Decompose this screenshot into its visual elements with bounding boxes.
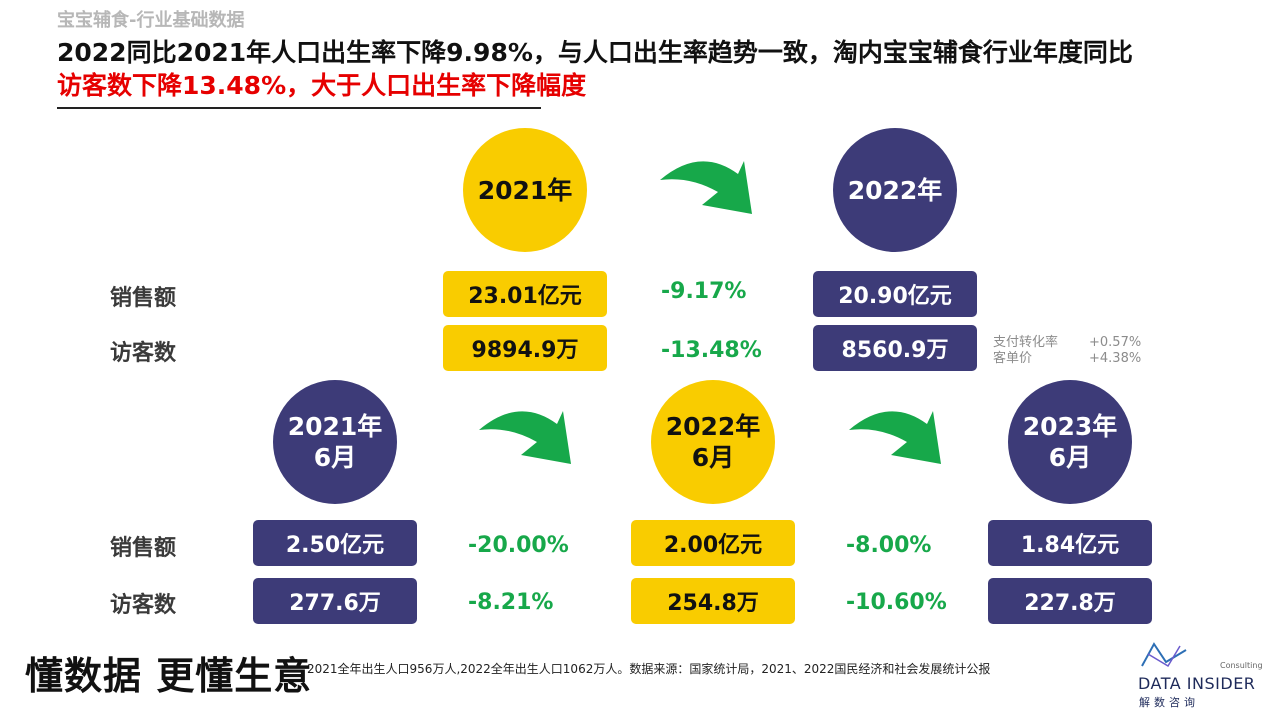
june-2022-month: 6月 bbox=[691, 443, 735, 472]
visitors-2022-value: 8560.9万 bbox=[813, 325, 977, 371]
june-2021-circle: 2021年 6月 bbox=[273, 380, 397, 504]
june-sales-change-2022: -20.00% bbox=[468, 533, 569, 558]
arrow-right-icon bbox=[849, 411, 941, 464]
june-2021-year: 2021年 bbox=[287, 412, 383, 441]
side-metric-label-avg-price: 客单价 bbox=[993, 351, 1033, 366]
june-2022-year: 2022年 bbox=[665, 412, 761, 441]
arrow-right-icon bbox=[479, 411, 571, 464]
june-visitors-change-2023: -10.60% bbox=[846, 590, 947, 615]
year-2022-label: 2022年 bbox=[847, 175, 943, 205]
june-2023-month: 6月 bbox=[1048, 443, 1092, 472]
visitors-annual-change: -13.48% bbox=[661, 338, 762, 363]
june-2023-circle: 2023年 6月 bbox=[1008, 380, 1132, 504]
data-insider-logo: Consulting DATA INSIDER 解数咨询 bbox=[1136, 638, 1266, 718]
june-2022-circle: 2022年 6月 bbox=[651, 380, 775, 504]
june-row-label-sales: 销售额 bbox=[110, 536, 177, 561]
headline-underline bbox=[57, 107, 541, 109]
june-2022-sales-value: 2.00亿元 bbox=[631, 520, 795, 566]
brand-slogan: 懂数据 更懂生意 bbox=[25, 654, 313, 698]
arrow-right-icon bbox=[660, 161, 752, 214]
june-2023-sales-value: 1.84亿元 bbox=[988, 520, 1152, 566]
year-2022-circle: 2022年 bbox=[833, 128, 957, 252]
sales-annual-change: -9.17% bbox=[661, 279, 747, 304]
june-2022-visitors-value: 254.8万 bbox=[631, 578, 795, 624]
data-source-note: 2021全年出生人口956万人,2022全年出生人口1062万人。数据来源：国家… bbox=[307, 662, 991, 676]
side-metric-value-avg-price: +4.38% bbox=[1089, 351, 1142, 366]
logo-chinese-text: 解数咨询 bbox=[1139, 696, 1199, 709]
june-sales-change-2023: -8.00% bbox=[846, 533, 932, 558]
year-2021-label: 2021年 bbox=[477, 175, 573, 205]
june-row-label-visitors: 访客数 bbox=[110, 593, 177, 618]
june-visitors-change-2022: -8.21% bbox=[468, 590, 554, 615]
headline-line-1: 2022同比2021年人口出生率下降9.98%，与人口出生率趋势一致，淘内宝宝辅… bbox=[57, 38, 1133, 67]
june-2021-sales-value: 2.50亿元 bbox=[253, 520, 417, 566]
june-2021-month: 6月 bbox=[313, 443, 357, 472]
logo-mark-icon bbox=[1141, 642, 1187, 668]
year-2021-circle: 2021年 bbox=[463, 128, 587, 252]
headline-line-2-highlight: 访客数下降13.48%，大于人口出生率下降幅度 bbox=[57, 71, 587, 100]
side-metric-label-conversion: 支付转化率 bbox=[993, 335, 1059, 350]
row-label-visitors: 访客数 bbox=[110, 341, 177, 366]
sales-2021-value: 23.01亿元 bbox=[443, 271, 607, 317]
section-kicker: 宝宝辅食-行业基础数据 bbox=[57, 10, 245, 31]
june-2023-visitors-value: 227.8万 bbox=[988, 578, 1152, 624]
side-metric-value-conversion: +0.57% bbox=[1089, 335, 1142, 350]
june-2023-year: 2023年 bbox=[1022, 412, 1118, 441]
sales-2022-value: 20.90亿元 bbox=[813, 271, 977, 317]
logo-name-text: DATA INSIDER bbox=[1138, 674, 1256, 693]
row-label-sales: 销售额 bbox=[110, 286, 177, 311]
june-2021-visitors-value: 277.6万 bbox=[253, 578, 417, 624]
visitors-2021-value: 9894.9万 bbox=[443, 325, 607, 371]
page-headline: 2022同比2021年人口出生率下降9.98%，与人口出生率趋势一致，淘内宝宝辅… bbox=[57, 36, 1133, 102]
logo-consulting-text: Consulting bbox=[1220, 661, 1263, 670]
